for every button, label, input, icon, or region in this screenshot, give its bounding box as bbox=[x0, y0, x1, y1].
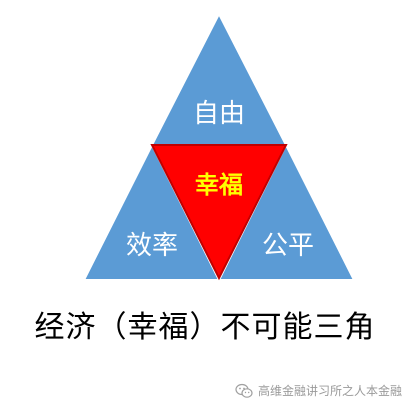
wechat-icon bbox=[235, 383, 253, 398]
watermark: 高维金融讲习所之人本金融 bbox=[235, 383, 402, 399]
label-top: 自由 bbox=[193, 99, 245, 129]
label-center: 幸福 bbox=[195, 171, 243, 199]
triangle-center bbox=[150, 144, 288, 281]
caption-title: 经济（幸福）不可能三角 bbox=[34, 310, 376, 345]
label-right: 公平 bbox=[262, 231, 314, 261]
impossible-triangle-diagram: 自由 幸福 效率 公平 bbox=[84, 14, 354, 281]
watermark-text: 高维金融讲习所之人本金融 bbox=[257, 384, 402, 398]
label-left: 效率 bbox=[126, 231, 178, 261]
